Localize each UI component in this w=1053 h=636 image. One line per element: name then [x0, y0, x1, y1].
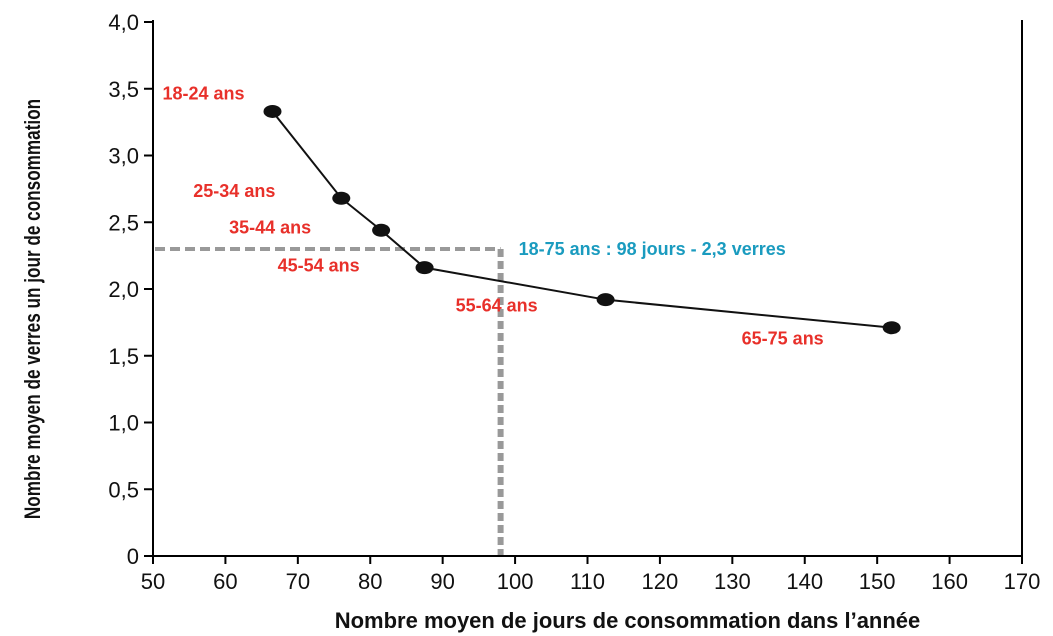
- y-tick-label: 0,5: [108, 477, 139, 502]
- point-label: 55-64 ans: [456, 296, 538, 316]
- y-tick-label: 3,0: [108, 144, 139, 169]
- y-axis-title: Nombre moyen de verres un jour de consom…: [21, 99, 46, 519]
- labels: 18-75 ans : 98 jours - 2,3 verres 18-24 a…: [162, 83, 823, 348]
- x-axis-title: Nombre moyen de jours de consommation da…: [335, 608, 921, 633]
- x-tick-label: 140: [786, 569, 823, 594]
- y-tick-label: 4,0: [108, 10, 139, 35]
- point-label: 45-54 ans: [278, 256, 360, 276]
- x-tick-label: 130: [714, 569, 751, 594]
- y-tick-label: 2,5: [108, 210, 139, 235]
- x-tick-label: 70: [286, 569, 310, 594]
- data-point: [882, 321, 901, 335]
- x-tick-label: 150: [859, 569, 896, 594]
- y-tick-label: 3,5: [108, 77, 139, 102]
- y-tick-label: 2,0: [108, 277, 139, 302]
- data-point: [415, 261, 434, 275]
- point-label: 18-24 ans: [162, 83, 244, 103]
- data-point: [263, 104, 282, 118]
- y-tick-label: 1,0: [108, 411, 139, 436]
- data-point: [372, 223, 391, 237]
- point-label: 25-34 ans: [193, 181, 275, 201]
- x-tick-label: 110: [570, 569, 605, 594]
- data-point: [332, 191, 351, 205]
- x-tick-label: 160: [931, 569, 968, 594]
- data-point: [596, 293, 615, 307]
- x-tick-label: 100: [497, 569, 534, 594]
- y-tick-label: 1,5: [108, 344, 139, 369]
- x-tick-label: 80: [358, 569, 382, 594]
- reference-label: 18-75 ans : 98 jours - 2,3 verres: [519, 239, 786, 259]
- x-tick-label: 60: [213, 569, 237, 594]
- x-tick-label: 90: [430, 569, 454, 594]
- x-tick-label: 170: [1004, 569, 1041, 594]
- x-tick-label: 120: [642, 569, 679, 594]
- y-tick-label: 0: [127, 544, 139, 569]
- point-label: 35-44 ans: [229, 217, 311, 237]
- series-line: [271, 110, 892, 329]
- reference-lines: [155, 246, 504, 555]
- series: [263, 104, 901, 335]
- axes: 0 0,5 1,0 1,5 2,0 2,5 3,0 3,5 4,0 50 60 70 80 90 100 11…: [21, 10, 1040, 633]
- x-tick-label: 50: [141, 569, 165, 594]
- point-label: 65-75 ans: [742, 329, 824, 349]
